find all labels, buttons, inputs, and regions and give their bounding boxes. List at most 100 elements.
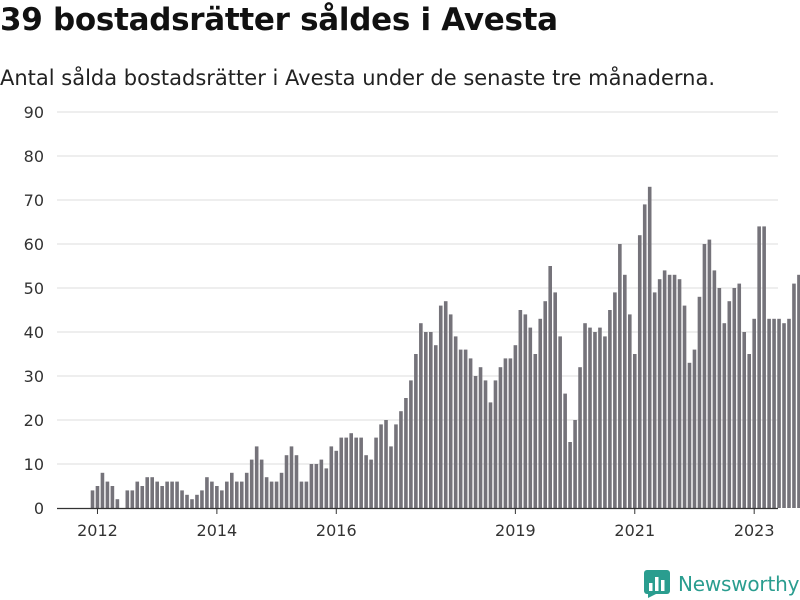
bar (230, 472, 234, 508)
y-tick-label: 0 (34, 499, 44, 518)
bar (379, 424, 383, 508)
bar (667, 274, 672, 508)
y-tick-label: 80 (24, 147, 44, 166)
bar (339, 437, 344, 508)
bars (90, 186, 800, 509)
bar (757, 226, 761, 508)
bar (797, 274, 800, 508)
bar (185, 494, 189, 508)
bar (782, 323, 786, 508)
bar (548, 266, 552, 508)
bar (523, 314, 528, 508)
bar-chart: 0 10 20 30 40 50 60 70 80 90 2012 2014 2016 2019 2021… (24, 103, 800, 540)
bar (220, 490, 224, 508)
bar (180, 490, 184, 508)
bar (538, 318, 543, 508)
bar (404, 398, 408, 508)
bar (155, 481, 159, 508)
bar (568, 442, 572, 508)
x-tick-label: 2019 (495, 521, 536, 540)
y-tick-label: 50 (24, 279, 44, 298)
bar (453, 336, 458, 508)
bar (543, 301, 548, 508)
bar (284, 455, 289, 508)
bar (140, 486, 145, 508)
bar (419, 323, 423, 508)
bar (135, 481, 140, 508)
bar (175, 481, 179, 508)
bar (777, 318, 781, 508)
bar (608, 310, 612, 508)
x-tick-label: 2014 (197, 521, 238, 540)
bar (90, 490, 95, 508)
bar (618, 244, 622, 508)
bar (125, 490, 130, 508)
bar (787, 318, 791, 508)
bar (205, 477, 209, 508)
bar (190, 499, 194, 508)
bar (414, 354, 418, 508)
bar (498, 367, 503, 508)
bar (249, 459, 254, 508)
y-tick-label: 40 (24, 323, 44, 342)
x-tick-label: 2012 (77, 521, 118, 540)
bar (737, 283, 742, 508)
bar (762, 226, 766, 508)
bar (573, 420, 577, 508)
brand: Newsworthy (644, 569, 799, 599)
bar (463, 349, 468, 508)
bar (483, 380, 488, 508)
bar (742, 332, 747, 508)
bar (448, 314, 453, 508)
y-tick-label: 60 (24, 235, 44, 254)
bar (264, 477, 269, 508)
bar (334, 450, 339, 508)
bar (652, 292, 657, 508)
bar (314, 464, 319, 508)
bar (225, 481, 229, 508)
bar (553, 292, 557, 508)
bar (234, 481, 239, 508)
x-tick-label: 2023 (734, 521, 775, 540)
bar (672, 274, 677, 508)
bar-chart-logo-icon (644, 570, 670, 598)
bar (369, 459, 373, 508)
bar (528, 327, 533, 508)
bar (145, 477, 150, 508)
bar (598, 327, 602, 508)
bar (384, 420, 388, 508)
chart-subtitle: Antal sålda bostadsrätter i Avesta under… (0, 66, 715, 90)
bar (115, 499, 120, 508)
bar (593, 332, 597, 508)
bar (473, 376, 478, 508)
bar (95, 486, 100, 508)
bar (702, 244, 707, 508)
bar (558, 336, 562, 508)
brand-name: Newsworthy (678, 572, 800, 596)
bar (493, 380, 498, 508)
bar (344, 437, 349, 508)
bar (578, 367, 582, 508)
bar (324, 468, 329, 508)
bar (100, 472, 105, 508)
bar (583, 323, 587, 508)
bar (364, 455, 368, 508)
bar (239, 481, 244, 508)
bar (195, 494, 199, 508)
bar (443, 301, 448, 508)
bar (508, 358, 513, 508)
bar (254, 446, 259, 508)
bar (409, 380, 413, 508)
bar (294, 455, 299, 508)
x-tick-label: 2021 (614, 521, 655, 540)
bar (767, 318, 771, 508)
bar (150, 477, 154, 508)
bar (389, 446, 393, 508)
bar (697, 296, 702, 508)
bar (682, 305, 687, 508)
y-tick-label: 20 (24, 411, 44, 430)
bar (304, 481, 309, 508)
y-tick-label: 10 (24, 455, 44, 474)
bar (105, 481, 110, 508)
bar (503, 358, 508, 508)
